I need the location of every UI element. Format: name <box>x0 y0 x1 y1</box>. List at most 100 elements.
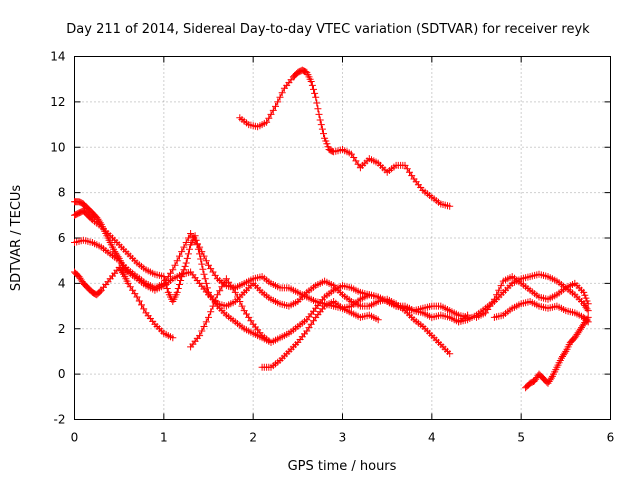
data-point <box>200 323 208 330</box>
data-point <box>265 114 273 122</box>
data-point <box>171 261 179 269</box>
data-point <box>196 332 204 340</box>
data-point <box>178 273 186 281</box>
data-point <box>178 248 186 256</box>
data-point <box>374 316 382 324</box>
x-tick-label: 2 <box>249 431 257 445</box>
x-axis-label: GPS time / hours <box>288 459 397 474</box>
x-tick-label: 3 <box>339 431 347 445</box>
data-point <box>276 93 284 101</box>
data-point <box>173 257 181 265</box>
data-point <box>490 295 498 303</box>
y-tick-label: 14 <box>50 50 65 64</box>
data-point <box>561 349 569 357</box>
x-tick-label: 4 <box>428 431 436 445</box>
grid <box>74 56 611 420</box>
y-tick-label: 4 <box>58 276 66 290</box>
data-point <box>272 102 279 110</box>
data-point <box>446 350 454 358</box>
data-point <box>198 260 206 268</box>
data-point <box>140 305 148 313</box>
data-point <box>180 243 188 251</box>
data-point <box>182 259 190 267</box>
data-point <box>182 239 190 246</box>
y-tick-label: -2 <box>54 413 66 427</box>
data-point <box>234 293 241 301</box>
data-point <box>174 285 182 292</box>
data-point <box>318 125 326 133</box>
y-tick-label: 8 <box>58 186 66 200</box>
data-point <box>133 293 141 301</box>
data-point <box>203 284 211 292</box>
data-point <box>209 302 217 310</box>
data-point <box>320 130 327 138</box>
data-point <box>173 288 181 296</box>
data-point <box>497 282 505 290</box>
data-point <box>183 254 191 262</box>
y-tick-labels: -2 0 2 4 6 8 10 12 14 <box>50 50 65 427</box>
data-point <box>201 275 209 283</box>
data-point <box>205 313 212 321</box>
data-point <box>198 248 206 256</box>
series-line <box>74 266 174 339</box>
data-point <box>179 269 187 277</box>
series-track-7 <box>258 298 382 371</box>
data-point <box>184 250 192 258</box>
y-tick-label: 0 <box>58 367 66 381</box>
data-point <box>236 298 244 305</box>
series-track-10 <box>490 298 592 326</box>
data-point <box>216 287 224 295</box>
data-point <box>207 308 215 316</box>
data-point <box>267 110 275 118</box>
series-layer <box>71 66 592 392</box>
data-point <box>197 255 205 263</box>
x-tick-labels: 0 1 2 3 4 5 6 <box>71 431 615 445</box>
data-point <box>200 252 208 260</box>
data-point <box>314 105 322 113</box>
plot-frame <box>74 56 611 420</box>
data-point <box>176 252 183 260</box>
data-point <box>317 121 325 129</box>
data-point <box>181 262 189 270</box>
data-point <box>269 106 277 114</box>
data-point <box>184 234 192 242</box>
data-point <box>202 257 210 265</box>
data-point <box>138 301 145 309</box>
data-point <box>263 118 271 126</box>
series-track-3 <box>71 207 472 346</box>
data-point <box>196 243 204 251</box>
y-tick-label: 12 <box>50 95 65 109</box>
data-point <box>312 93 320 101</box>
data-point <box>238 302 246 310</box>
data-point <box>200 270 208 278</box>
series-track-6 <box>187 275 275 351</box>
data-point <box>323 140 331 148</box>
data-point <box>177 277 185 284</box>
data-point <box>495 286 503 294</box>
data-point <box>87 215 95 223</box>
data-point <box>119 269 126 277</box>
data-point <box>547 374 555 382</box>
y-tick-label: 2 <box>58 322 66 336</box>
data-point <box>213 291 221 299</box>
data-point <box>163 285 171 292</box>
data-point <box>446 202 454 210</box>
data-point <box>202 279 210 287</box>
data-point <box>274 98 282 106</box>
x-tick-label: 5 <box>517 431 525 445</box>
data-point <box>278 89 286 97</box>
data-point <box>583 305 591 313</box>
data-point <box>311 89 319 97</box>
data-point <box>584 313 592 321</box>
data-point <box>316 116 324 124</box>
data-point <box>202 318 210 326</box>
chart-title: Day 211 of 2014, Sidereal Day-to-day VTE… <box>66 22 590 37</box>
series-track-9 <box>473 273 592 321</box>
data-point <box>313 99 321 107</box>
data-point <box>582 294 590 302</box>
data-point <box>176 281 183 288</box>
data-point <box>584 307 592 315</box>
x-tick-label: 6 <box>607 431 615 445</box>
data-point <box>135 297 143 305</box>
